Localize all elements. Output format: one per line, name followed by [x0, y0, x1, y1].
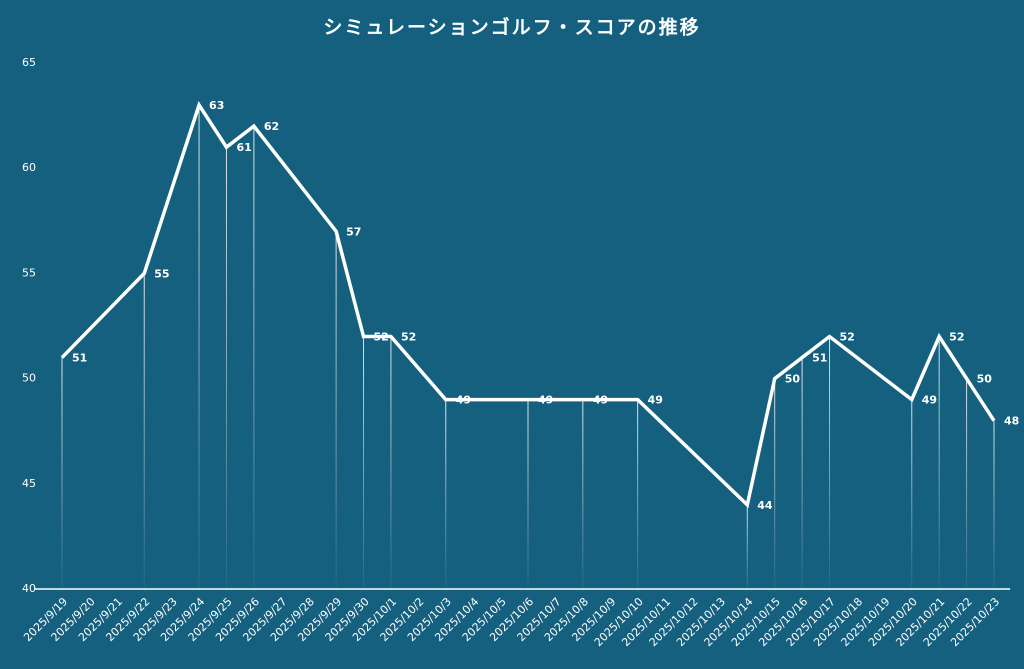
- y-tick-label: 50: [22, 372, 36, 385]
- drop-line: [993, 420, 995, 589]
- y-tick-label: 45: [22, 477, 36, 490]
- drop-line: [143, 273, 145, 589]
- data-label: 48: [1004, 415, 1019, 428]
- drop-line: [253, 126, 255, 590]
- y-tick-label: 55: [22, 266, 36, 279]
- y-tick-label: 60: [22, 161, 36, 174]
- data-label: 52: [840, 331, 855, 344]
- y-tick-label: 65: [22, 56, 36, 69]
- drop-line: [938, 336, 940, 589]
- line: [60, 101, 996, 509]
- data-label: 57: [346, 225, 361, 238]
- data-label: 51: [812, 352, 827, 365]
- drop-line: [829, 336, 831, 589]
- drop-line: [527, 399, 529, 589]
- data-label: 49: [648, 394, 663, 407]
- data-label: 49: [922, 394, 937, 407]
- drop-line: [225, 147, 227, 589]
- data-label: 62: [264, 120, 279, 133]
- drop-line: [445, 399, 447, 589]
- data-label: 49: [593, 394, 608, 407]
- drop-line: [774, 378, 776, 589]
- data-label: 49: [456, 394, 471, 407]
- data-label: 52: [374, 331, 389, 344]
- drop-line: [61, 357, 63, 589]
- chart-title: シミュレーションゴルフ・スコアの推移: [323, 16, 700, 39]
- drop-line: [363, 336, 365, 589]
- data-label: 49: [538, 394, 553, 407]
- drop-line: [198, 105, 200, 589]
- drop-line: [801, 357, 803, 589]
- data-label: 50: [785, 373, 801, 386]
- data-label: 63: [209, 99, 224, 112]
- y-tick-label: 40: [22, 582, 36, 595]
- drop-line: [582, 399, 584, 589]
- data-label: 51: [72, 352, 87, 365]
- data-label: 52: [401, 331, 416, 344]
- drop-line: [390, 336, 392, 589]
- data-label: 50: [977, 373, 993, 386]
- drop-line: [966, 378, 968, 589]
- drop-line: [637, 399, 639, 589]
- data-label: 55: [154, 267, 169, 280]
- drop-line: [746, 504, 748, 589]
- data-label: 61: [236, 141, 251, 154]
- data-label: 52: [949, 331, 964, 344]
- drop-line: [911, 399, 913, 589]
- data-label: 44: [757, 499, 773, 512]
- drop-line: [335, 231, 337, 589]
